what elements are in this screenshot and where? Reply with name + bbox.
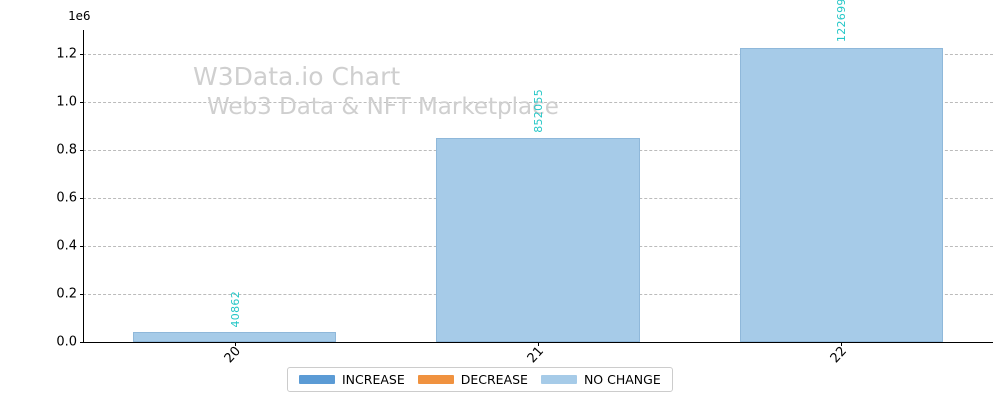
y-axis-tick-mark: [80, 294, 84, 295]
plot-area: W3Data.io Chart Web3 Data & NFT Marketpl…: [83, 0, 993, 342]
chart-legend[interactable]: INCREASE DECREASE NO CHANGE: [287, 367, 673, 392]
bar-value-label: 852055: [532, 88, 545, 133]
legend-swatch: [299, 375, 335, 384]
grid-line: [83, 102, 993, 103]
bar-value-label: 40862: [228, 290, 242, 328]
x-axis-tick-mark: [234, 342, 236, 346]
y-axis-tick-mark: [80, 198, 84, 199]
y-axis-tick-mark: [80, 246, 84, 247]
x-axis-tick-label: 21: [524, 343, 547, 367]
y-axis-tick-label: 0.0: [56, 334, 77, 350]
y-axis-tick-mark: [80, 54, 84, 55]
y-axis-tick-label: 1.2: [56, 46, 77, 62]
bar[interactable]: [133, 332, 337, 342]
legend-swatch: [417, 375, 454, 384]
x-axis-tick-mark: [538, 342, 539, 346]
y-axis-tick-label: 0.6: [56, 190, 77, 206]
legend-item[interactable]: DECREASE: [417, 372, 528, 387]
watermark: W3Data.io Chart Web3 Data & NFT Marketpl…: [193, 62, 559, 122]
legend-item[interactable]: INCREASE: [299, 372, 405, 387]
y-axis-tick-label: 0.4: [56, 238, 77, 254]
y-axis-tick-label: 0.2: [56, 286, 77, 302]
y-axis-spine: 0.0 0.2 0.4 0.6 0.8 1.0 1.2: [56, 30, 84, 350]
bar[interactable]: [436, 137, 640, 342]
legend-label: DECREASE: [460, 372, 528, 387]
bar-value-label: 1226998: [835, 0, 849, 43]
y-axis-tick-label: 0.8: [56, 142, 77, 158]
legend-item[interactable]: NO CHANGE: [540, 372, 661, 387]
bar[interactable]: [739, 47, 943, 342]
grid-line: [83, 54, 993, 55]
x-axis-tick-label: 22: [828, 343, 851, 367]
legend-label: NO CHANGE: [583, 372, 661, 387]
y-axis-tick-label: 1.0: [56, 94, 77, 110]
legend-label: INCREASE: [342, 372, 405, 387]
y-axis-tick-mark: [80, 150, 84, 151]
x-axis-tick-label: 20: [221, 343, 244, 367]
legend-swatch: [540, 375, 577, 384]
x-axis-tick-mark: [841, 342, 843, 346]
y-axis-offset-label: 1e6: [68, 8, 91, 23]
watermark-line-2: Web3 Data & NFT Marketplace: [207, 94, 559, 120]
y-axis-tick-mark: [80, 102, 84, 103]
watermark-line-1: W3Data.io Chart: [193, 62, 401, 91]
y-axis-tick-mark: [80, 342, 84, 343]
